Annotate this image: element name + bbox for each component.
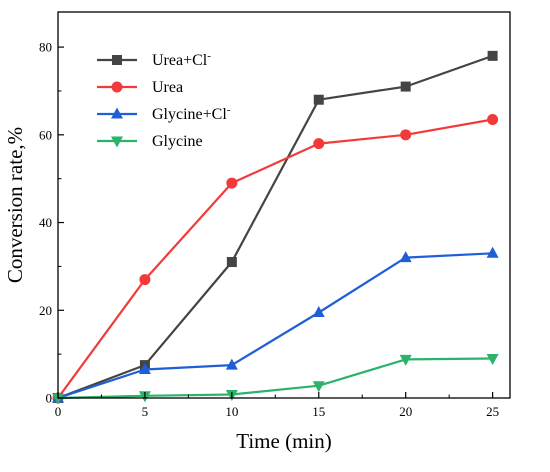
data-point-s1-1: [139, 274, 151, 286]
axes-layer: 0 5 10 15 20 25 0 20 40 60 80 Time (min) Conversion …: [3, 11, 511, 453]
x-tick-label: 0: [55, 404, 62, 419]
legend-marker-0: [112, 55, 122, 65]
data-point-s2-5: [486, 246, 499, 258]
legend-superscript: -: [227, 104, 231, 116]
series-line-0: [57, 54, 493, 400]
x-tick-label: 5: [142, 404, 149, 419]
data-point-s1-3: [313, 138, 325, 150]
data-point-s1-2: [226, 177, 238, 189]
legend-label-1: Urea: [152, 79, 183, 96]
legend: Urea+Cl- Urea Glycine+Cl- Glycine: [97, 50, 231, 150]
x-tick-label: 20: [399, 404, 412, 419]
legend-label-3: Glycine: [152, 133, 203, 150]
legend-label-0: Urea+Cl-: [152, 50, 211, 69]
data-point-s0-3: [313, 94, 324, 105]
series-line-2: [57, 252, 493, 400]
legend-marker-2: [111, 107, 123, 119]
legend-superscript: -: [207, 50, 211, 62]
data-point-s2-4: [399, 251, 412, 263]
legend-label-2: Glycine+Cl-: [152, 104, 231, 123]
data-point-s3-5: [486, 354, 499, 366]
x-tick-label: 15: [312, 404, 325, 419]
data-point-s3-0: [52, 393, 64, 405]
y-axis-title: Conversion rate,%: [3, 127, 27, 283]
x-tick-label: 10: [225, 404, 238, 419]
plot-marks: [52, 50, 499, 405]
y-tick-label: 20: [39, 303, 52, 318]
data-point-s2-3: [312, 305, 325, 317]
data-point-s1-5: [487, 113, 499, 125]
data-point-s1-4: [400, 129, 412, 141]
plot-frame: [57, 11, 511, 399]
x-tick-label: 25: [486, 404, 499, 419]
data-point-s0-5: [487, 50, 498, 61]
data-point-s2-1: [138, 362, 151, 374]
data-point-s3-3: [312, 381, 325, 393]
y-tick-label: 0: [46, 391, 53, 406]
y-tick-label: 80: [39, 40, 52, 55]
data-point-s3-4: [399, 354, 412, 366]
y-tick-label: 60: [39, 127, 52, 142]
legend-marker-1: [111, 81, 123, 93]
series-line-1: [57, 118, 493, 399]
data-point-s2-2: [225, 358, 238, 370]
data-point-s0-4: [400, 81, 411, 92]
x-axis-title: Time (min): [236, 429, 331, 453]
series-line-3: [57, 357, 493, 400]
legend-marker-3: [111, 136, 123, 148]
y-tick-label: 40: [39, 215, 52, 230]
data-point-s0-2: [226, 257, 237, 268]
